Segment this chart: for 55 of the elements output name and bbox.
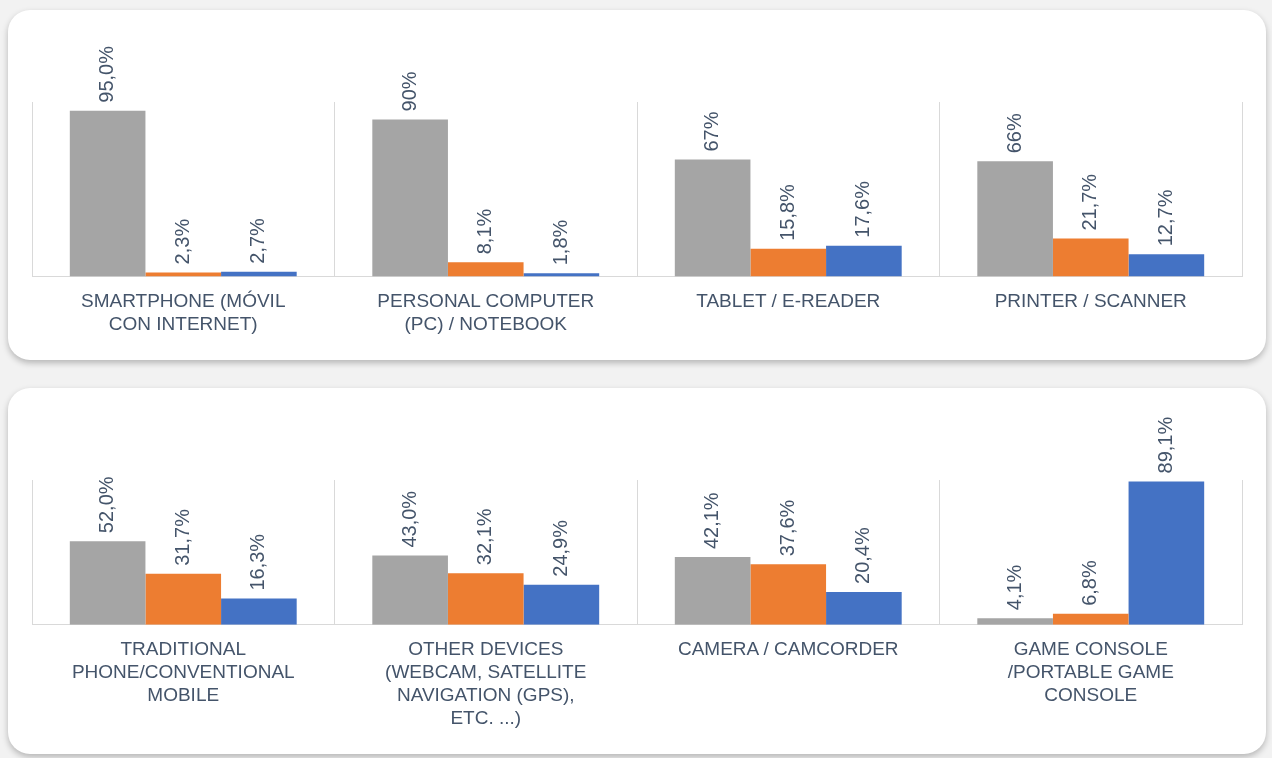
bar [1052, 613, 1129, 625]
data-label: 43,0% [397, 490, 420, 548]
data-label: 90% [397, 71, 420, 112]
data-label: 66% [1002, 113, 1025, 154]
x-tick-label: TRADITIONAL PHONE/CONVENTIONAL MOBILE [71, 638, 295, 706]
bar [674, 159, 751, 277]
bar [826, 245, 902, 277]
data-label: 12,7% [1153, 189, 1176, 247]
bar [750, 564, 827, 625]
data-label: 2,3% [170, 218, 193, 265]
bar [145, 272, 222, 277]
data-label: 16,3% [246, 533, 269, 591]
bar [372, 555, 448, 625]
data-label: 6,8% [1078, 560, 1101, 606]
data-label: 37,6% [775, 499, 798, 557]
bar [69, 541, 146, 625]
bar [69, 110, 146, 277]
data-label: 8,1% [473, 208, 496, 255]
bar [523, 273, 600, 277]
x-tick-label: CAMERA / CAMCORDER [677, 638, 899, 660]
bar [1128, 254, 1205, 277]
bar [221, 598, 297, 625]
bar [447, 573, 524, 625]
bar [1052, 238, 1129, 277]
bar [145, 573, 222, 625]
bar [674, 557, 751, 625]
bar [750, 248, 827, 277]
data-label: 24,9% [548, 519, 571, 577]
x-tick-label: SMARTPHONE (MÓVIL CON INTERNET) [81, 290, 286, 334]
bar [447, 262, 524, 277]
bar [523, 584, 600, 625]
data-label: 1,8% [548, 219, 571, 266]
data-label: 52,0% [95, 476, 118, 534]
data-label: 67% [700, 111, 723, 152]
x-tick-label: GAME CONSOLE /PORTABLE GAME CONSOLE [1007, 638, 1174, 706]
x-tick-label: OTHER DEVICES (WEBCAM, SATELLITE NAVIGATION (GPS), ETC. ...) [385, 638, 587, 728]
data-label: 31,7% [170, 508, 193, 566]
x-tick-label: TABLET / E-READER [696, 290, 881, 312]
bar [1128, 481, 1205, 625]
bar [826, 591, 902, 625]
x-tick-label: PRINTER / SCANNER [994, 290, 1187, 312]
bar [372, 119, 448, 277]
data-label: 20,4% [851, 527, 874, 584]
x-tick-label: PERSONAL COMPUTER (PC) / NOTEBOOK [377, 290, 595, 334]
bar [977, 618, 1053, 625]
bar [977, 161, 1053, 277]
data-label: 4,1% [1002, 564, 1025, 611]
data-label: 2,7% [246, 217, 269, 264]
data-label: 95,0% [95, 45, 118, 103]
data-label: 42,1% [700, 492, 723, 550]
data-label: 17,6% [851, 180, 874, 238]
data-label: 32,1% [473, 508, 496, 566]
data-label: 15,8% [775, 183, 798, 241]
data-label: 89,1% [1153, 416, 1176, 474]
data-label: 21,7% [1078, 173, 1101, 231]
